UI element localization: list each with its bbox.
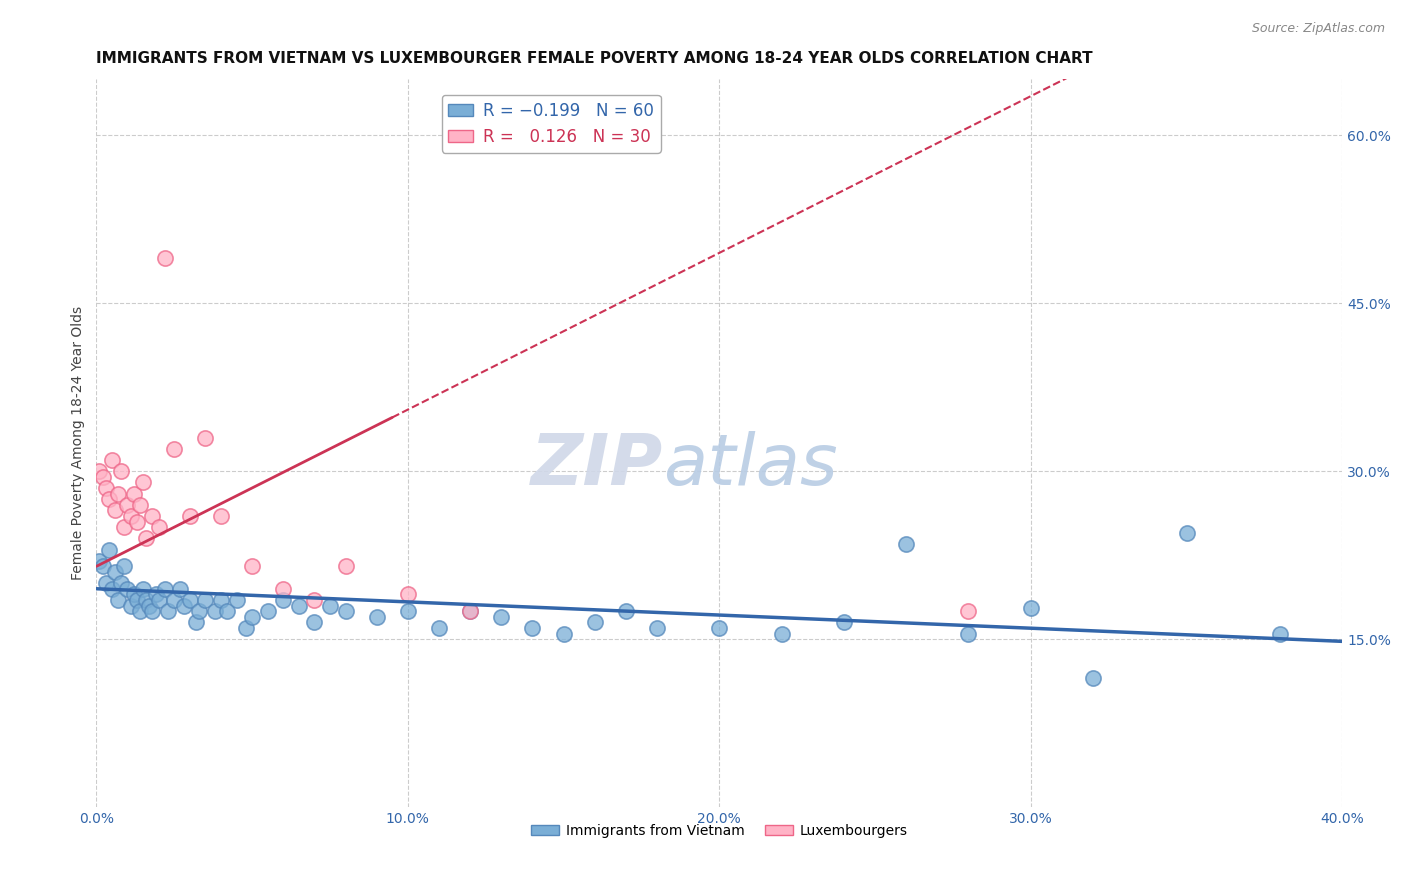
Point <box>194 431 217 445</box>
Point <box>179 508 201 523</box>
Point <box>173 599 195 613</box>
Point <box>97 542 120 557</box>
Point <box>112 520 135 534</box>
Point <box>89 464 111 478</box>
Point <box>129 498 152 512</box>
Point <box>1175 525 1198 540</box>
Point <box>458 604 481 618</box>
Point <box>896 537 918 551</box>
Point <box>427 621 450 635</box>
Point <box>135 593 157 607</box>
Point <box>194 593 217 607</box>
Point <box>110 464 132 478</box>
Point <box>288 599 311 613</box>
Point <box>94 576 117 591</box>
Point <box>117 498 139 512</box>
Point <box>101 582 124 596</box>
Point <box>179 593 201 607</box>
Point <box>1268 626 1291 640</box>
Text: atlas: atlas <box>664 431 838 500</box>
Point <box>304 615 326 630</box>
Point <box>145 587 167 601</box>
Text: Source: ZipAtlas.com: Source: ZipAtlas.com <box>1251 22 1385 36</box>
Point <box>614 604 637 618</box>
Point <box>645 621 668 635</box>
Point <box>125 593 148 607</box>
Point <box>148 520 170 534</box>
Point <box>163 442 186 456</box>
Point <box>271 593 294 607</box>
Point <box>117 582 139 596</box>
Point <box>125 515 148 529</box>
Point <box>335 604 357 618</box>
Point <box>135 532 157 546</box>
Point <box>104 503 127 517</box>
Point <box>271 582 294 596</box>
Point <box>1019 600 1042 615</box>
Point <box>256 604 278 618</box>
Point <box>141 604 163 618</box>
Point <box>104 565 127 579</box>
Point <box>184 615 207 630</box>
Point <box>132 475 155 490</box>
Legend: Immigrants from Vietnam, Luxembourgers: Immigrants from Vietnam, Luxembourgers <box>526 819 914 844</box>
Text: IMMIGRANTS FROM VIETNAM VS LUXEMBOURGER FEMALE POVERTY AMONG 18-24 YEAR OLDS COR: IMMIGRANTS FROM VIETNAM VS LUXEMBOURGER … <box>97 51 1092 66</box>
Point <box>107 593 129 607</box>
Point <box>304 593 326 607</box>
Point <box>101 453 124 467</box>
Point <box>132 582 155 596</box>
Point <box>141 508 163 523</box>
Point <box>209 593 232 607</box>
Point <box>110 576 132 591</box>
Point <box>770 626 793 640</box>
Point <box>120 599 142 613</box>
Point <box>209 508 232 523</box>
Point <box>107 486 129 500</box>
Point <box>129 604 152 618</box>
Point <box>97 492 120 507</box>
Point <box>163 593 186 607</box>
Point <box>120 508 142 523</box>
Point <box>156 604 179 618</box>
Point <box>396 587 419 601</box>
Point <box>91 470 114 484</box>
Point <box>240 609 263 624</box>
Point <box>225 593 247 607</box>
Point <box>148 593 170 607</box>
Point <box>217 604 239 618</box>
Point <box>138 599 160 613</box>
Point <box>122 486 145 500</box>
Point <box>1081 671 1104 685</box>
Point <box>94 481 117 495</box>
Point <box>169 582 191 596</box>
Point <box>153 582 176 596</box>
Point <box>91 559 114 574</box>
Point <box>491 609 513 624</box>
Text: ZIP: ZIP <box>531 431 664 500</box>
Point <box>335 559 357 574</box>
Point <box>583 615 606 630</box>
Point <box>89 554 111 568</box>
Point <box>319 599 342 613</box>
Point <box>122 587 145 601</box>
Point <box>832 615 855 630</box>
Point <box>188 604 211 618</box>
Point <box>553 626 575 640</box>
Point <box>522 621 544 635</box>
Point <box>366 609 388 624</box>
Point <box>957 604 980 618</box>
Point <box>396 604 419 618</box>
Point <box>458 604 481 618</box>
Point <box>240 559 263 574</box>
Y-axis label: Female Poverty Among 18-24 Year Olds: Female Poverty Among 18-24 Year Olds <box>72 306 86 581</box>
Point <box>235 621 257 635</box>
Point <box>957 626 980 640</box>
Point <box>709 621 731 635</box>
Point <box>153 252 176 266</box>
Point <box>204 604 226 618</box>
Point <box>112 559 135 574</box>
